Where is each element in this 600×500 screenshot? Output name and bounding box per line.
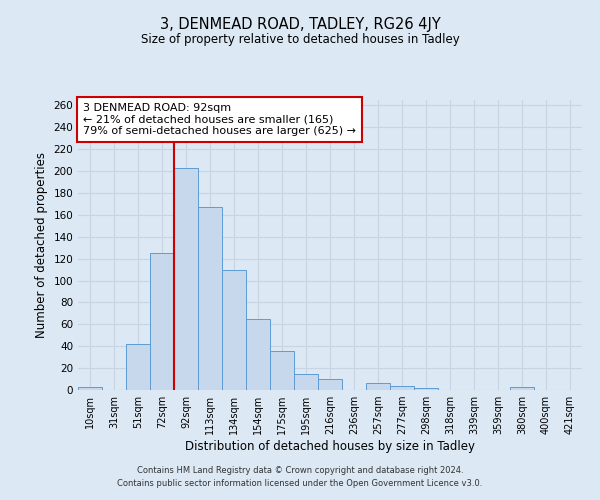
Bar [510, 386, 534, 390]
Bar [390, 386, 414, 390]
Bar [318, 379, 342, 390]
Bar [126, 344, 150, 390]
Bar [222, 270, 246, 390]
Bar [366, 384, 390, 390]
Bar [414, 388, 438, 390]
Y-axis label: Number of detached properties: Number of detached properties [35, 152, 48, 338]
Text: Size of property relative to detached houses in Tadley: Size of property relative to detached ho… [140, 32, 460, 46]
Bar [198, 207, 222, 390]
Bar [294, 374, 318, 390]
Bar [150, 253, 174, 390]
Text: Contains HM Land Registry data © Crown copyright and database right 2024.
Contai: Contains HM Land Registry data © Crown c… [118, 466, 482, 487]
Text: 3 DENMEAD ROAD: 92sqm
← 21% of detached houses are smaller (165)
79% of semi-det: 3 DENMEAD ROAD: 92sqm ← 21% of detached … [83, 103, 356, 136]
Bar [246, 319, 270, 390]
X-axis label: Distribution of detached houses by size in Tadley: Distribution of detached houses by size … [185, 440, 475, 453]
Text: 3, DENMEAD ROAD, TADLEY, RG26 4JY: 3, DENMEAD ROAD, TADLEY, RG26 4JY [160, 18, 440, 32]
Bar [270, 350, 294, 390]
Bar [174, 168, 198, 390]
Bar [78, 386, 102, 390]
